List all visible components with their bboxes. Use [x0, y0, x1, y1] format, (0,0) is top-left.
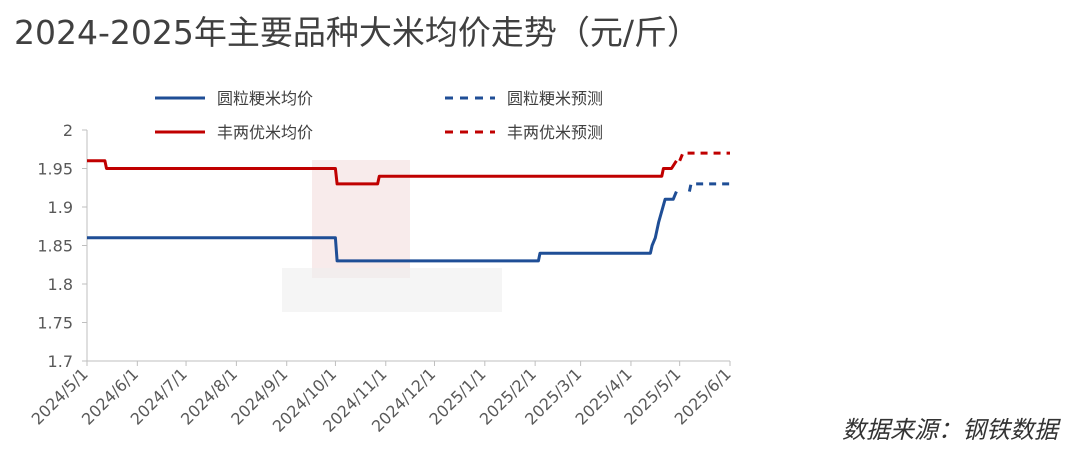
y-tick-label: 2 [63, 121, 73, 140]
y-tick-label: 1.75 [37, 314, 73, 333]
legend-label: 丰两优米预测 [507, 123, 603, 142]
series-line-actual [87, 159, 678, 186]
chart-title: 2024-2025年主要品种大米均价走势（元/斤） [14, 13, 700, 52]
legend-label: 丰两优米均价 [217, 123, 313, 142]
x-axis-ticks: 2024/5/12024/6/12024/7/12024/8/12024/9/1… [28, 361, 735, 436]
data-source-note: 数据来源：钢铁数据 [842, 416, 1058, 444]
series-line-forecast [687, 182, 730, 192]
y-tick-label: 1.7 [48, 352, 73, 371]
series-line-forecast [678, 151, 730, 162]
y-axis-ticks: 2 1.95 1.9 1.85 1.8 1.75 1.7 [37, 121, 87, 371]
y-tick-label: 1.95 [37, 160, 73, 179]
watermark-logo-block [312, 160, 410, 278]
legend-label: 圆粒粳米预测 [507, 89, 603, 108]
y-tick-label: 1.9 [48, 198, 73, 217]
series-line-actual [87, 191, 678, 263]
chart-series [87, 151, 730, 263]
watermark-text-block [282, 268, 502, 312]
y-tick-label: 1.8 [48, 275, 73, 294]
y-tick-label: 1.85 [37, 237, 73, 256]
legend-label: 圆粒粳米均价 [217, 89, 313, 108]
mysteel-watermark [282, 160, 502, 312]
